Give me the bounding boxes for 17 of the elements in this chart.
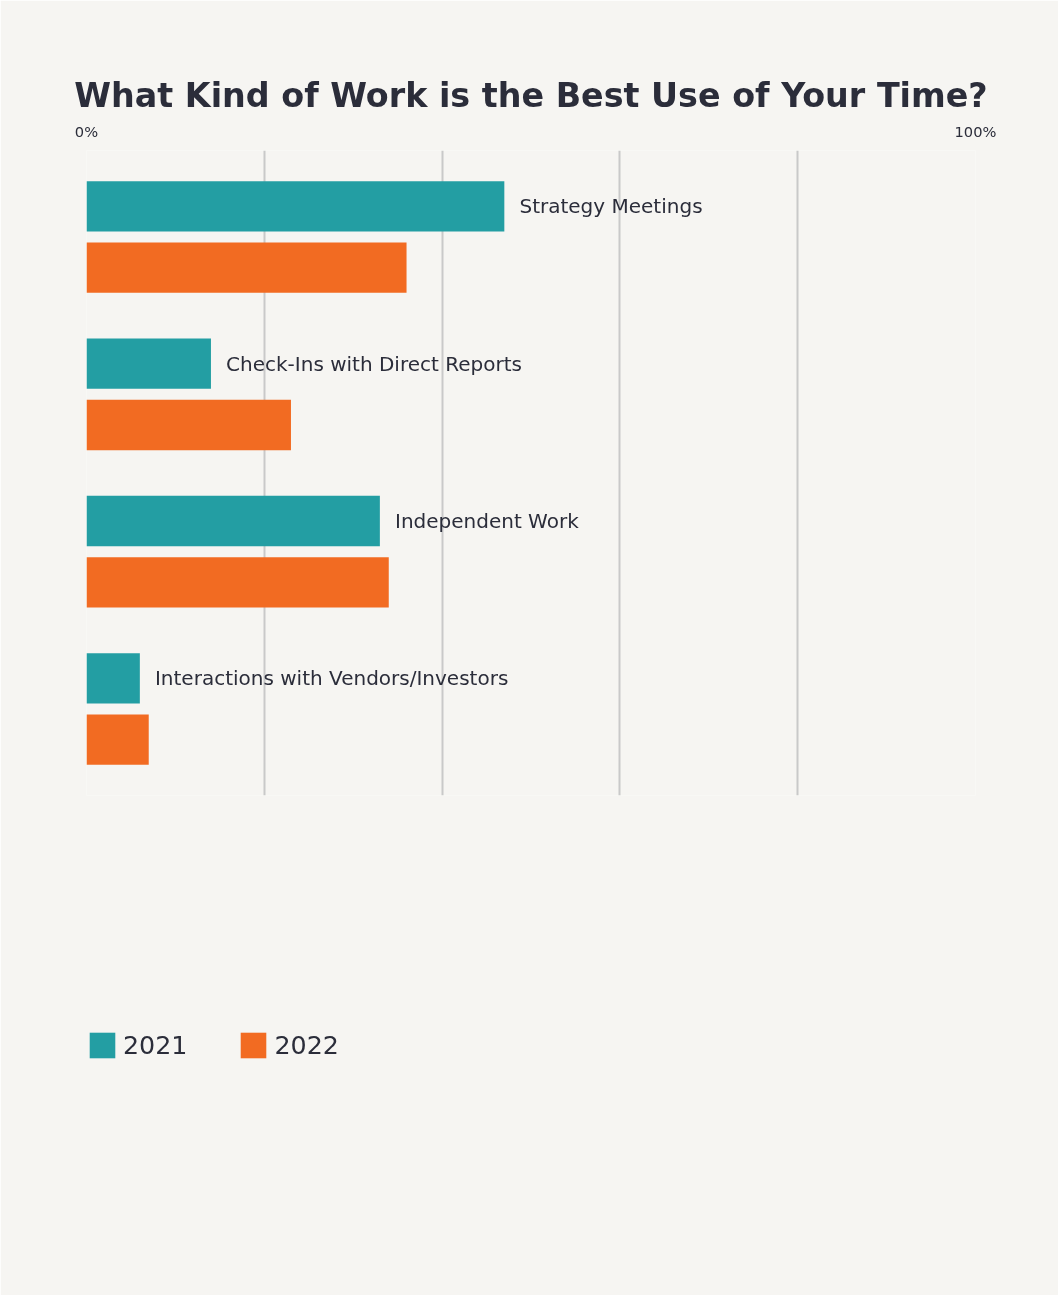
x-tick-label: 0% <box>74 122 99 140</box>
bar <box>86 399 291 451</box>
bar <box>86 653 140 704</box>
chart-title: What Kind of Work is the Best Use of Your Time? <box>74 75 988 115</box>
bar <box>86 242 407 293</box>
y-tick-label: Interactions with Vendors/Investors <box>154 666 509 691</box>
bar <box>86 714 149 765</box>
bar <box>86 181 505 232</box>
bar <box>86 557 389 608</box>
bar <box>86 495 380 547</box>
y-tick-label: Check-Ins with Direct Reports <box>226 351 522 376</box>
x-tick-label: 100% <box>954 122 997 140</box>
legend-label: 2022 <box>274 1030 339 1060</box>
bar <box>86 338 211 389</box>
y-tick-label: Independent Work <box>394 508 580 533</box>
legend-label: 2021 <box>123 1030 188 1060</box>
y-tick-label: Strategy Meetings <box>519 194 703 219</box>
